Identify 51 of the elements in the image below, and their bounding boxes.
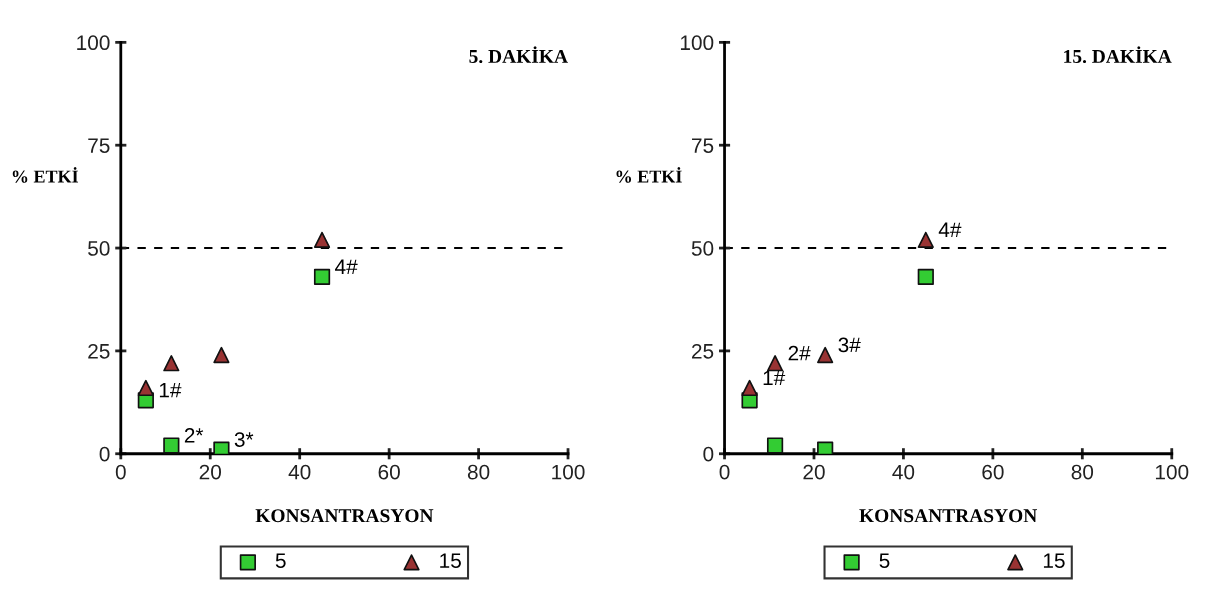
x-tick-label: 60 — [982, 464, 1004, 480]
annotation: 2# — [788, 345, 811, 361]
legend-label: 5 — [275, 553, 286, 568]
point — [917, 268, 934, 285]
y-tick-label: 0 — [99, 446, 110, 462]
x-tick-label: 40 — [892, 464, 915, 480]
point — [741, 379, 758, 397]
y-tick-label: 100 — [680, 35, 714, 51]
x-tick-label: 60 — [378, 464, 400, 480]
annotation: 4# — [335, 259, 358, 274]
legend-label: 5 — [879, 553, 890, 568]
point — [817, 346, 834, 364]
x-tick-label: 100 — [1155, 464, 1189, 480]
annotation: 3* — [234, 432, 254, 447]
x-tick-label: 20 — [803, 464, 825, 480]
annotation: 4# — [938, 222, 962, 237]
x-tick-label: 20 — [199, 464, 222, 480]
x-axis-title: KONSANTRASYON — [859, 509, 1038, 523]
x-tick-label: 40 — [288, 464, 311, 480]
point — [163, 355, 180, 372]
y-tick-label: 75 — [692, 138, 714, 153]
legend-label: 15 — [440, 553, 461, 568]
point — [163, 437, 180, 454]
annotation: 1# — [159, 383, 182, 398]
annotation: 3# — [838, 337, 861, 353]
x-tick-label: 0 — [719, 464, 730, 480]
point — [213, 346, 230, 364]
annotation: 2* — [184, 428, 204, 443]
y-tick-label: 100 — [77, 35, 110, 51]
x-tick-label: 80 — [1071, 464, 1094, 480]
y-tick-label: 50 — [88, 241, 110, 256]
y-axis-title: % ETKİ — [616, 167, 682, 183]
x-tick-label: 80 — [467, 464, 490, 480]
point — [313, 231, 331, 248]
y-tick-label: 75 — [88, 138, 110, 153]
point — [917, 231, 934, 248]
x-tick-label: 0 — [115, 464, 126, 480]
x-tick-label: 100 — [552, 464, 585, 480]
x-axis-title: KONSANTRASYON — [255, 509, 434, 523]
legend-label: 15 — [1043, 553, 1065, 568]
point — [137, 379, 154, 397]
y-axis-title: % ETKİ — [12, 167, 79, 183]
y-tick-label: 50 — [691, 241, 714, 256]
y-tick-label: 0 — [703, 446, 714, 462]
annotation: 1# — [763, 370, 786, 385]
y-tick-label: 25 — [88, 343, 110, 359]
point — [313, 268, 331, 285]
chart-title: 15. DAKİKA — [1064, 46, 1172, 64]
y-tick-label: 25 — [692, 343, 714, 359]
chart-title: 5. DAKİKA — [469, 46, 568, 64]
point — [766, 437, 784, 454]
